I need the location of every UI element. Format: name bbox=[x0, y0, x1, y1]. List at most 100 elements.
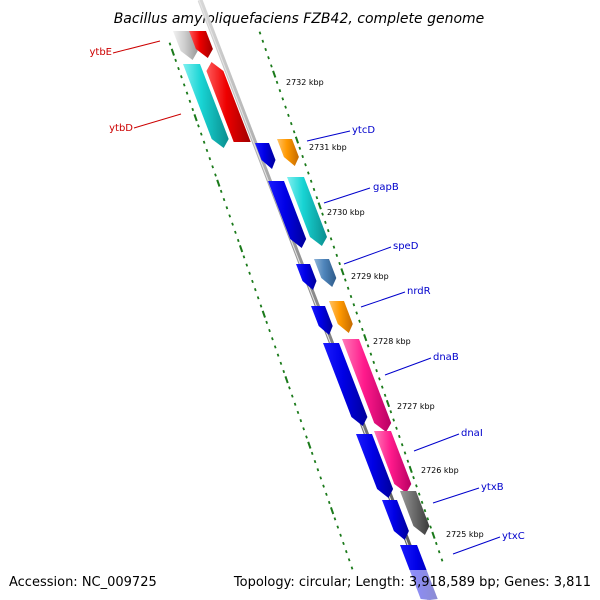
minor-tick bbox=[435, 541, 438, 546]
minor-tick bbox=[191, 107, 195, 112]
minor-tick bbox=[259, 304, 263, 308]
gene-label-dnaI[interactable]: dnaI bbox=[413, 428, 483, 452]
speD-partner-gene-arrow[interactable] bbox=[314, 259, 337, 287]
minor-tick bbox=[352, 303, 356, 307]
minor-tick bbox=[261, 39, 265, 43]
dnaI-partner-gene-arrow[interactable] bbox=[374, 431, 412, 493]
ytcD-partner-gene-arrow[interactable] bbox=[277, 139, 299, 166]
minor-tick bbox=[242, 255, 246, 259]
gene-name[interactable]: ytxC bbox=[502, 531, 525, 542]
minor-tick bbox=[298, 146, 302, 150]
leader-line bbox=[112, 40, 161, 54]
minor-tick bbox=[395, 426, 398, 430]
ytbD-partner-gene-arrow[interactable] bbox=[206, 62, 251, 142]
minor-tick bbox=[375, 368, 378, 373]
gene-label-ytbE[interactable]: ytbE bbox=[89, 40, 161, 58]
minor-tick bbox=[219, 189, 223, 193]
gene-label-speD[interactable]: speD bbox=[343, 241, 419, 265]
ytxB-partner-gene-arrow[interactable] bbox=[400, 491, 430, 535]
ytxB-gene-arrow[interactable] bbox=[382, 500, 409, 540]
minor-tick bbox=[325, 492, 328, 496]
footer-background bbox=[0, 570, 600, 600]
gene-label-ytxB[interactable]: ytxB bbox=[432, 482, 504, 504]
minor-tick bbox=[310, 451, 314, 455]
gapB-partner-gene-arrow[interactable] bbox=[287, 177, 327, 246]
minor-tick bbox=[372, 360, 376, 364]
gene-name[interactable]: speD bbox=[393, 241, 419, 252]
ytbE-partner-gene-arrow[interactable] bbox=[189, 31, 213, 58]
gene-label-dnaB[interactable]: dnaB bbox=[384, 352, 459, 376]
minor-tick bbox=[417, 492, 421, 496]
gene-label-ytcD[interactable]: ytcD bbox=[306, 125, 375, 142]
major-tick bbox=[317, 202, 322, 210]
scale-label: 2732 kbp bbox=[286, 78, 324, 87]
minor-tick bbox=[225, 206, 229, 210]
dnaI-gene-arrow[interactable] bbox=[356, 434, 394, 498]
gene-labels: ytbE ytbD ytcD gapB speD nrdR dnaB dnaI ytxB ytxC bbox=[89, 40, 525, 555]
scale-label: 2731 kbp bbox=[309, 143, 347, 152]
minor-tick bbox=[440, 558, 444, 562]
speD-gene-arrow[interactable] bbox=[296, 264, 317, 290]
major-tick bbox=[340, 268, 345, 276]
minor-tick bbox=[366, 344, 370, 348]
leader-line bbox=[452, 536, 501, 555]
minor-tick bbox=[231, 222, 234, 226]
minor-tick bbox=[345, 550, 348, 554]
gene-name[interactable]: ytcD bbox=[352, 125, 375, 136]
dnaB-partner-gene-arrow[interactable] bbox=[342, 339, 392, 432]
leader-line bbox=[343, 246, 392, 265]
minor-tick bbox=[346, 286, 350, 290]
ytbD-gene-arrow[interactable] bbox=[183, 64, 229, 148]
minor-tick bbox=[420, 500, 424, 504]
minor-tick bbox=[180, 75, 183, 79]
gapB-gene-arrow[interactable] bbox=[268, 181, 307, 248]
gene-name[interactable]: ytxB bbox=[481, 482, 504, 493]
minor-tick bbox=[245, 263, 249, 267]
gene-label-ytxC[interactable]: ytxC bbox=[452, 531, 525, 555]
genome-title: Bacillus amyloliquefaciens FZB42, comple… bbox=[114, 11, 485, 27]
scale-labels: 2732 kbp 2731 kbp 2730 kbp 2729 kbp 2728 kbp… bbox=[286, 78, 484, 539]
gene-label-gapB[interactable]: gapB bbox=[323, 182, 399, 204]
minor-tick bbox=[389, 410, 393, 414]
gene-name[interactable]: nrdR bbox=[407, 286, 431, 297]
minor-tick bbox=[251, 279, 254, 284]
leader-line bbox=[323, 187, 371, 204]
minor-tick bbox=[197, 124, 200, 128]
nrdR-partner-gene-arrow[interactable] bbox=[329, 301, 353, 333]
minor-tick bbox=[275, 80, 279, 85]
gene-name[interactable]: ytbE bbox=[89, 47, 112, 58]
minor-tick bbox=[254, 288, 257, 292]
minor-tick bbox=[412, 476, 415, 480]
gene-label-ytbD[interactable]: ytbD bbox=[109, 113, 182, 134]
gene-name[interactable]: dnaI bbox=[461, 428, 483, 439]
major-tick bbox=[272, 70, 277, 78]
ytbE-gene-arrow[interactable] bbox=[173, 31, 198, 60]
accession-text: Accession: NC_009725 bbox=[9, 575, 157, 590]
major-tick bbox=[385, 399, 391, 408]
minor-tick bbox=[302, 427, 305, 431]
minor-tick bbox=[327, 500, 331, 505]
dnaB-gene-arrow[interactable] bbox=[323, 343, 368, 426]
minor-tick bbox=[292, 130, 296, 134]
nrdR-gene-arrow[interactable] bbox=[311, 306, 333, 335]
gene-name[interactable]: dnaB bbox=[433, 352, 459, 363]
major-tick bbox=[307, 441, 312, 449]
minor-tick bbox=[214, 173, 217, 177]
minor-tick bbox=[188, 99, 192, 103]
minor-tick bbox=[349, 294, 353, 299]
gene-name[interactable]: gapB bbox=[373, 182, 399, 193]
gene-label-nrdR[interactable]: nrdR bbox=[360, 286, 431, 308]
minor-tick bbox=[415, 484, 418, 488]
ytcD-gene-arrow[interactable] bbox=[255, 143, 276, 169]
minor-tick bbox=[281, 97, 285, 101]
major-tick bbox=[294, 136, 300, 144]
minor-tick bbox=[301, 154, 304, 159]
minor-tick bbox=[287, 113, 290, 117]
gene-name[interactable]: ytbD bbox=[109, 123, 133, 134]
minor-tick bbox=[228, 214, 232, 218]
minor-tick bbox=[350, 566, 354, 570]
minor-tick bbox=[329, 237, 333, 241]
minor-tick bbox=[264, 47, 267, 52]
minor-tick bbox=[369, 352, 373, 356]
